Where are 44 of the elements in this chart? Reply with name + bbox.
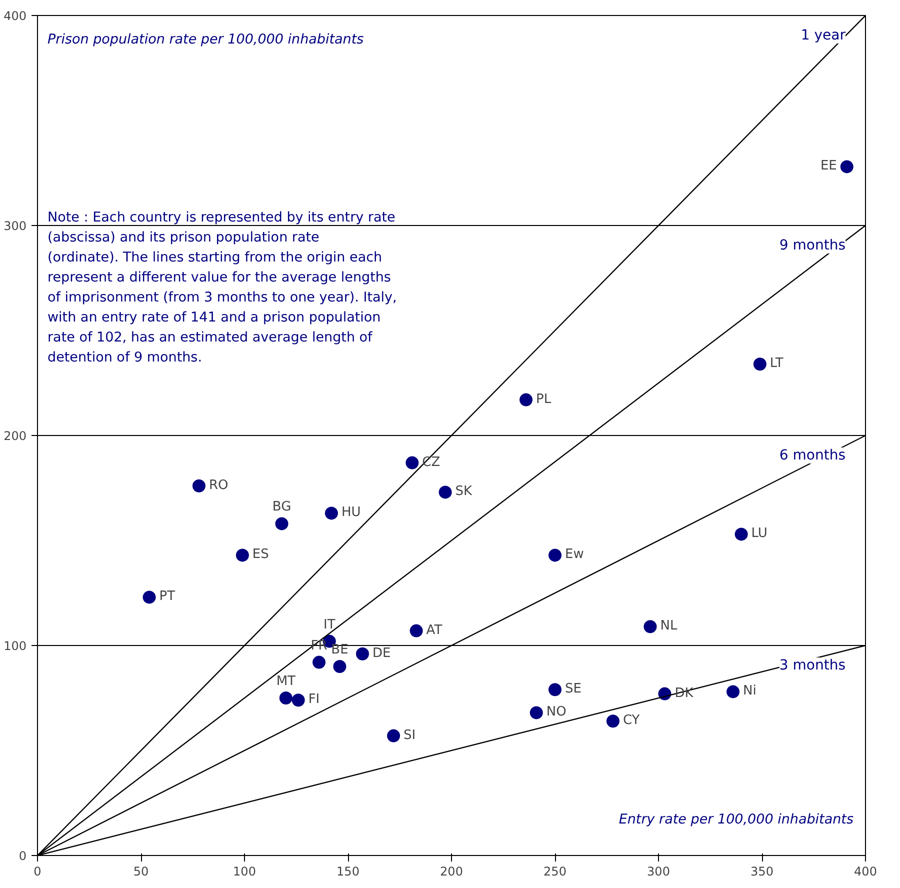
annotation: ES: [252, 547, 269, 562]
annotation: IT: [323, 617, 336, 632]
annotation: LT: [770, 356, 784, 372]
x-tick-label: 100: [233, 864, 256, 878]
x-axis-title: Entry rate per 100,000 inhabitants: [618, 812, 854, 828]
annotation: NL: [660, 618, 678, 634]
y-tick-label: 300: [4, 219, 26, 233]
annotation: RO: [208, 478, 228, 493]
series-label: 1 year: [800, 28, 846, 44]
annotation: Ew: [565, 547, 584, 562]
series-label: 9 months: [779, 238, 846, 254]
annotation: BG: [272, 500, 292, 515]
x-tick-label: 200: [440, 864, 463, 878]
y-tick-label: 0: [18, 849, 27, 863]
annotation: PT: [159, 589, 176, 604]
annotation: BE: [331, 642, 348, 658]
annotation: PL: [536, 392, 552, 407]
annotation: CY: [622, 713, 640, 728]
y-axis-title: Prison population rate per 100,000 inhabitants: [48, 32, 364, 48]
y-tick-label: 400: [4, 9, 26, 23]
x-tick-label: 400: [854, 864, 877, 878]
annotation: NO: [546, 704, 566, 720]
annotation: MT: [276, 674, 296, 689]
x-tick-label: 50: [133, 864, 149, 878]
annotation: Note : Each country is represented by its entry rate (abscissa) and its prison population rate (ordinate). The lines starting from the origin each represent a different value for the average lengths of imprisonment (from 3 months to one year). Italy, with an entry rate of 141 and a prison population rate of 102, has an estimated average length of detention of 9 months.: [48, 210, 397, 366]
y-tick-label: 200: [4, 429, 26, 443]
y-tick-label: 100: [4, 639, 26, 653]
annotation: FI: [308, 692, 320, 708]
annotation: Ni: [743, 684, 756, 699]
annotation: EE: [820, 158, 837, 174]
x-tick-label: 0: [34, 864, 42, 878]
x-tick-label: 250: [544, 864, 566, 878]
annotation: HU: [341, 505, 361, 520]
series-label: 6 months: [779, 448, 846, 464]
annotation: SK: [455, 484, 473, 500]
series-label: 3 months: [779, 658, 846, 674]
x-tick-label: 150: [336, 864, 360, 878]
annotation: SE: [565, 682, 582, 697]
annotation: SI: [404, 728, 416, 743]
annotation: LU: [751, 526, 768, 542]
x-tick-label: 300: [647, 864, 670, 878]
annotation: AT: [426, 622, 442, 638]
annotation: DE: [372, 646, 391, 661]
x-tick-label: 350: [750, 864, 774, 878]
